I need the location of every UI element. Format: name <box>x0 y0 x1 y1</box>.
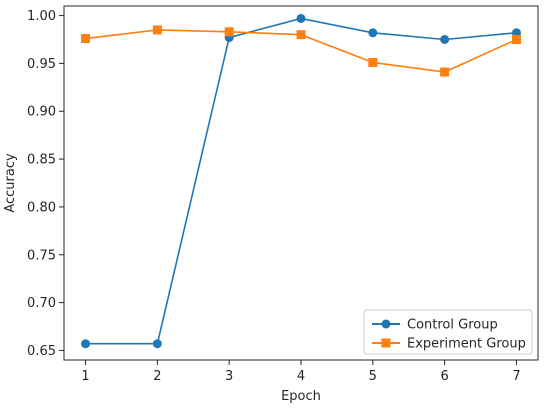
legend-label-control-group: Control Group <box>407 318 498 333</box>
data-point-experiment-group <box>511 34 521 44</box>
data-point-control-group <box>81 339 91 349</box>
x-tick-label: 5 <box>369 369 377 384</box>
legend-marker-experiment-group <box>381 338 391 348</box>
data-point-experiment-group <box>296 30 306 40</box>
y-tick-label: 1.00 <box>27 9 56 24</box>
y-tick-label: 0.75 <box>27 248 56 263</box>
legend-box <box>363 309 533 355</box>
plot-area <box>63 5 539 361</box>
x-tick-label: 1 <box>81 369 89 384</box>
data-point-experiment-group <box>81 34 91 44</box>
data-point-experiment-group <box>440 67 450 77</box>
x-axis-label: Epoch <box>281 389 321 404</box>
data-point-control-group <box>440 34 450 44</box>
legend-marker-control-group <box>381 319 391 329</box>
y-tick-label: 0.95 <box>27 57 56 72</box>
data-point-experiment-group <box>368 57 378 67</box>
x-axis: 1 2 3 4 5 6 7 <box>81 360 521 384</box>
data-point-control-group <box>152 339 162 349</box>
series-layer <box>81 13 521 349</box>
data-point-control-group <box>368 28 378 38</box>
data-point-experiment-group <box>224 27 234 37</box>
y-axis-label: Accuracy <box>3 153 18 213</box>
x-tick-label: 7 <box>512 369 520 384</box>
data-point-experiment-group <box>152 25 162 35</box>
legend: Control Group Experiment Group <box>363 309 533 355</box>
y-axis: 0.65 0.70 0.75 0.80 0.85 0.90 0.95 1.00 <box>27 9 64 359</box>
x-tick-label: 3 <box>225 369 233 384</box>
y-tick-label: 0.85 <box>27 153 56 168</box>
y-tick-label: 0.80 <box>27 200 56 215</box>
legend-label-experiment-group: Experiment Group <box>407 337 526 352</box>
x-tick-label: 4 <box>297 369 305 384</box>
y-tick-label: 0.65 <box>27 344 56 359</box>
x-tick-label: 2 <box>153 369 161 384</box>
y-tick-label: 0.70 <box>27 296 56 311</box>
x-tick-label: 6 <box>440 369 448 384</box>
y-tick-label: 0.90 <box>27 105 56 120</box>
data-point-control-group <box>296 13 306 23</box>
